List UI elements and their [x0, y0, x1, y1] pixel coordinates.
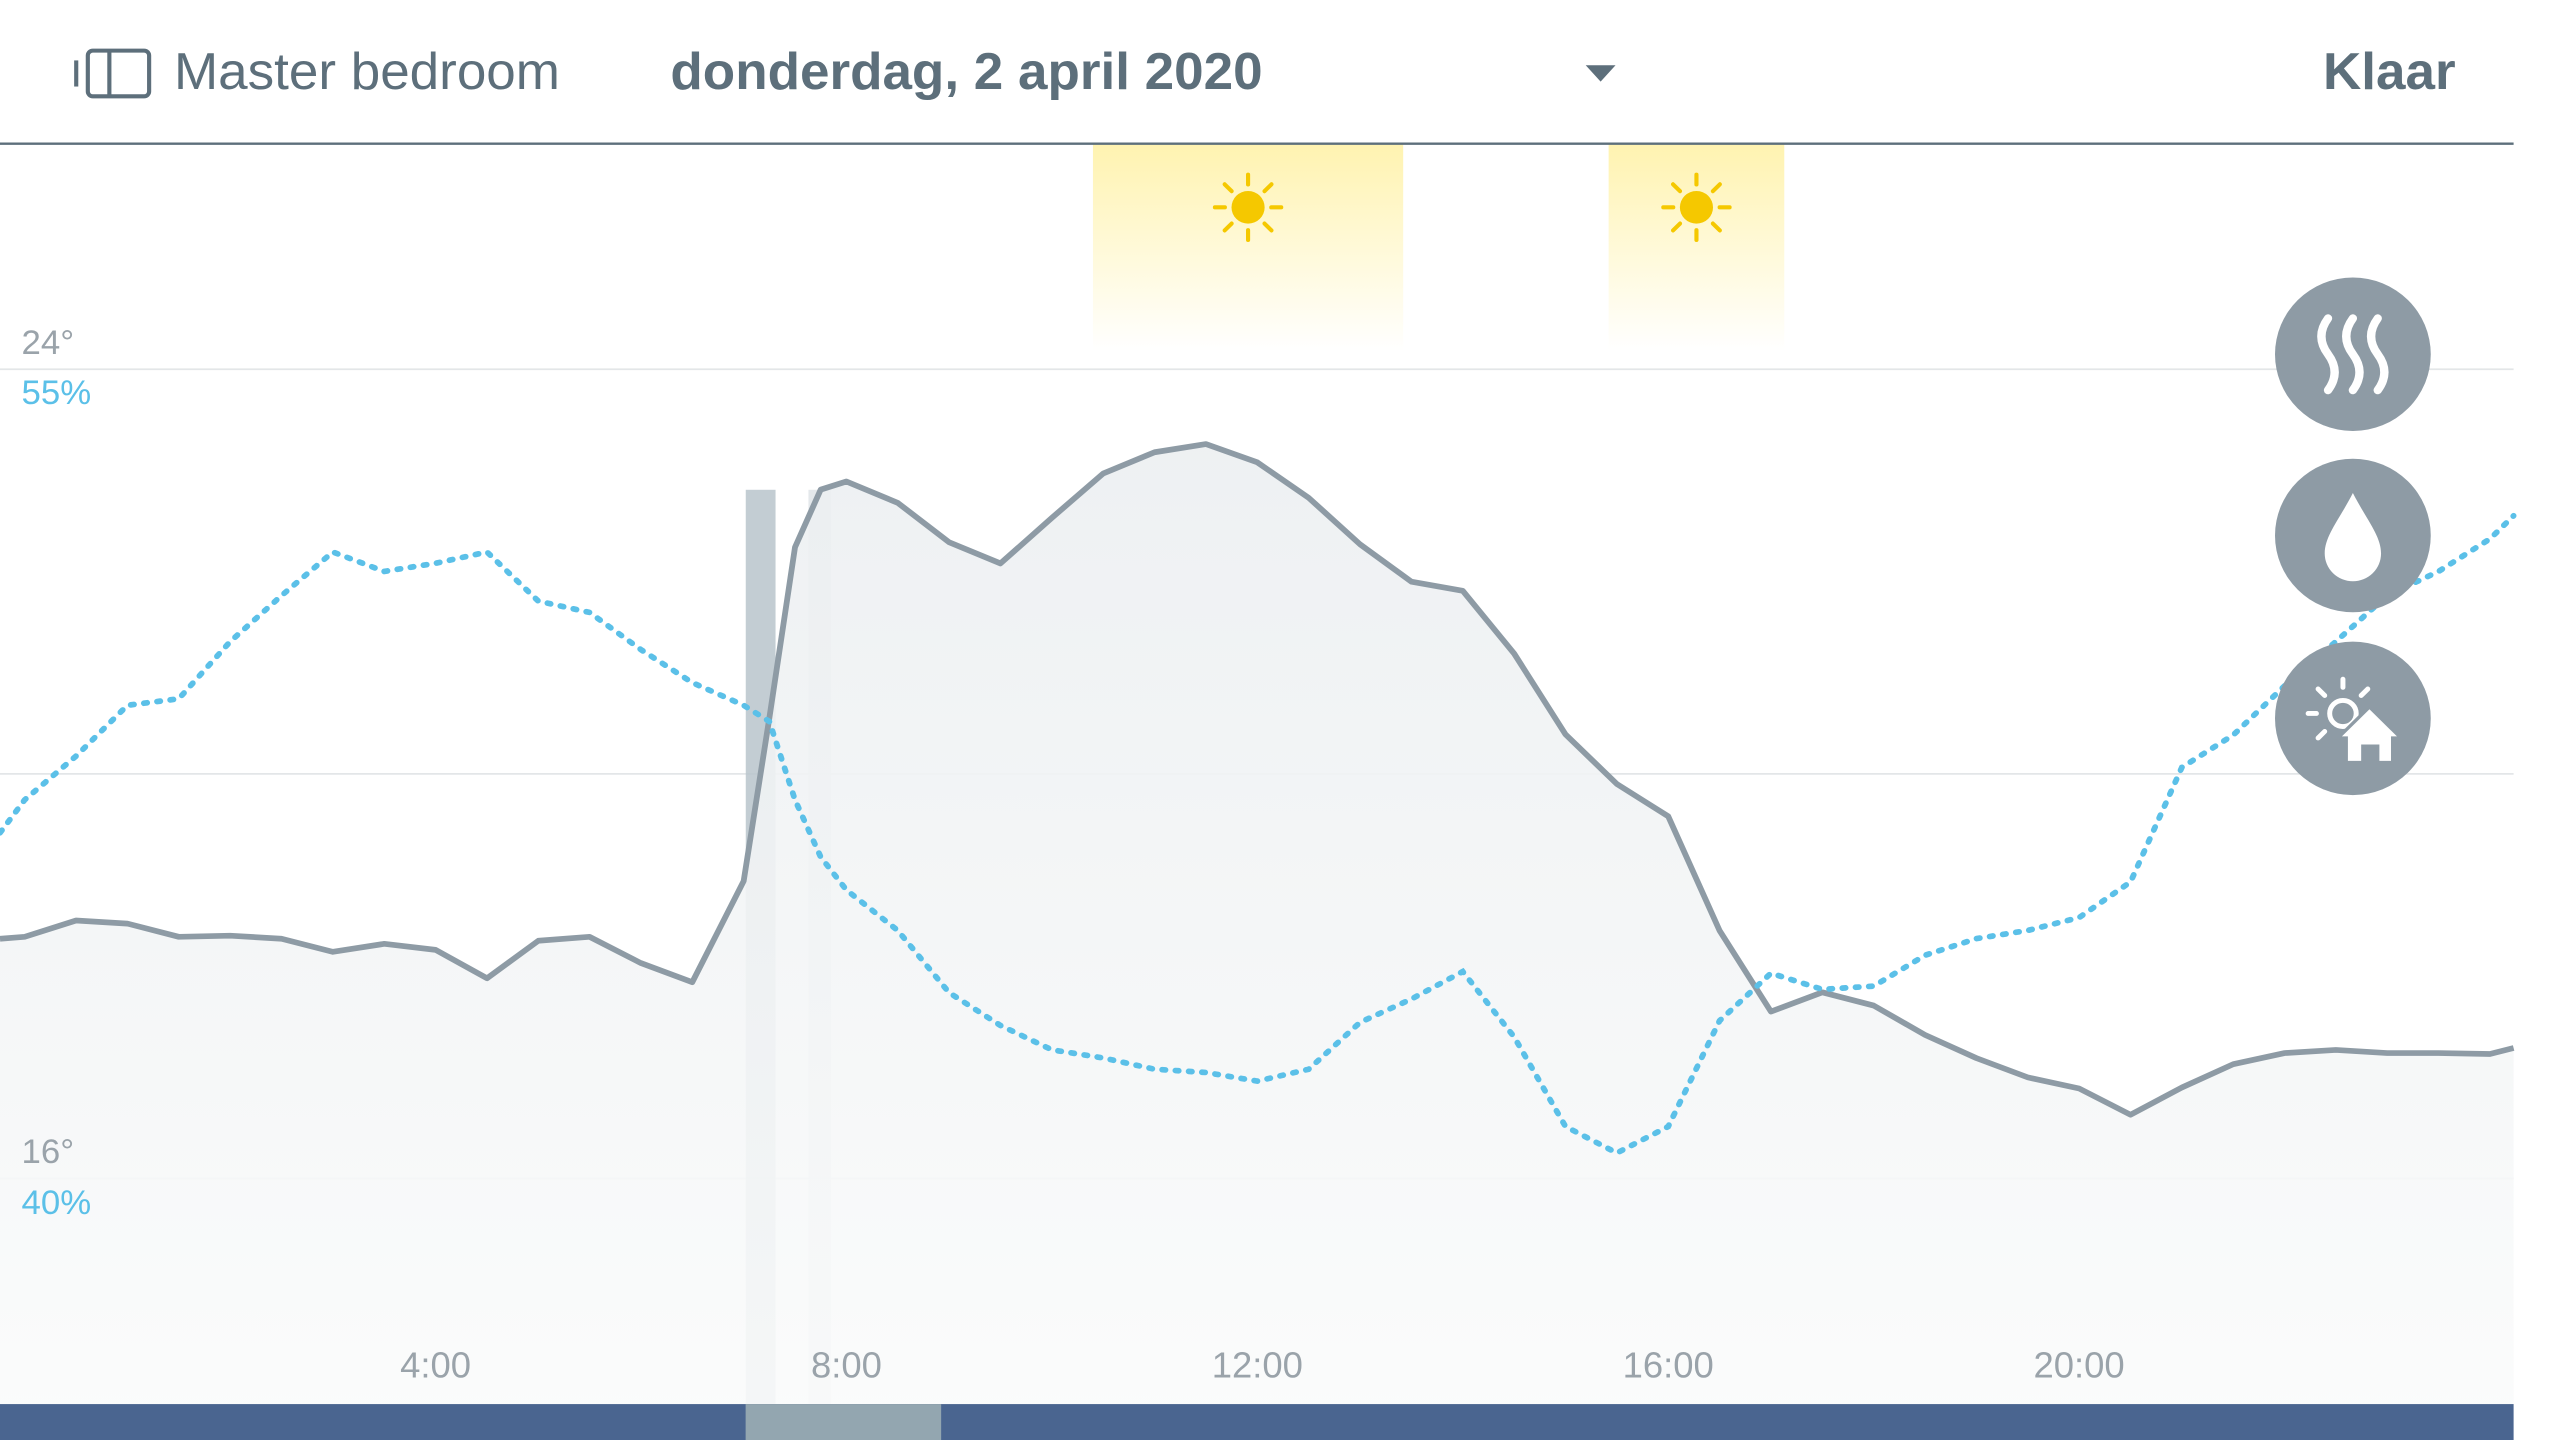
y2-tick-label: 40%	[22, 1184, 92, 1222]
sun-icon	[1679, 191, 1714, 224]
x-tick-label: 8:00	[811, 1345, 882, 1386]
background-layer	[1092, 143, 1785, 352]
x-tick-label: 20:00	[2033, 1345, 2124, 1386]
sun-rays	[1661, 172, 1732, 243]
dropdown-arrow[interactable]	[1585, 65, 1616, 82]
x-tick-label: 12:00	[1212, 1345, 1303, 1386]
humidity-line	[0, 512, 2517, 1157]
done-button[interactable]: Klaar	[2323, 42, 2456, 101]
timeline-bar[interactable]	[0, 1404, 2514, 1440]
y-tick-label: 16°	[22, 1133, 75, 1171]
temperature-area	[0, 444, 2514, 1405]
sun-icon	[1231, 191, 1265, 224]
header: Master bedroom donderdag, 2 april 2020 K…	[0, 42, 2514, 145]
x-tick-label: 4:00	[400, 1345, 471, 1386]
temperature-line	[0, 441, 2515, 1118]
y-tick-label: 24°	[22, 324, 75, 362]
room-name[interactable]: Master bedroom	[174, 42, 560, 101]
y2-tick-label: 55%	[22, 374, 92, 412]
date-picker[interactable]: donderdag, 2 april 2020	[670, 42, 1262, 101]
plot-layer	[0, 441, 2517, 1405]
heating-button[interactable]	[2275, 277, 2431, 432]
room-icon[interactable]	[74, 48, 152, 99]
outdoor-button[interactable]	[2275, 641, 2431, 796]
timeline-handle[interactable]	[745, 1404, 942, 1440]
x-tick-label: 16:00	[1623, 1345, 1714, 1386]
label-layer: 16° 24° 40% 55% 4:00 8:00 12:00 16:00 20:00	[22, 324, 2125, 1386]
sun-rays	[1212, 172, 1284, 243]
humidity-button[interactable]	[2275, 458, 2431, 613]
